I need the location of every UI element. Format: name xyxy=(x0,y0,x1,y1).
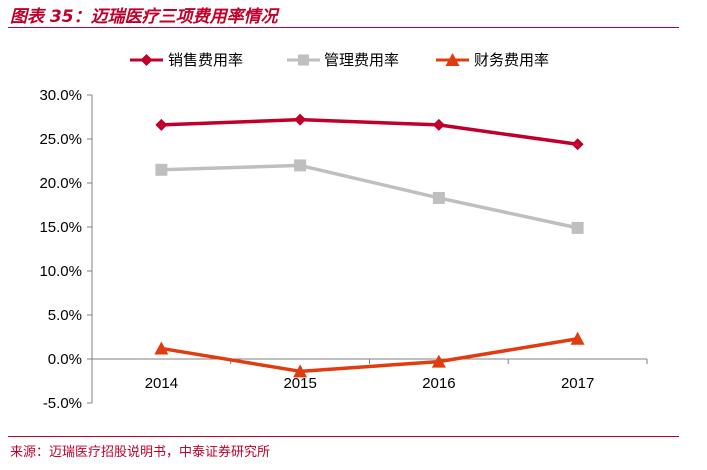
series-line xyxy=(161,337,578,374)
data-point-square xyxy=(294,159,307,172)
data-point-diamond xyxy=(294,113,307,126)
source-note: 来源：迈瑞医疗招股说明书，中泰证券研究所 xyxy=(10,445,271,460)
y-tick-label: 5.0% xyxy=(48,307,82,324)
data-point-triangle xyxy=(154,341,169,355)
y-tick-label: 25.0% xyxy=(39,131,82,148)
legend-label-admin: 管理费用率 xyxy=(324,51,399,69)
data-point-diamond xyxy=(155,118,168,131)
data-point-diamond xyxy=(571,138,584,151)
series-3 xyxy=(154,331,585,378)
y-tick-label: 30.0% xyxy=(39,87,82,104)
legend-item-admin: 管理费用率 xyxy=(287,51,399,69)
legend-label-sales: 销售费用率 xyxy=(168,51,243,69)
legend-item-sales: 销售费用率 xyxy=(130,51,243,69)
figure-title: 图表 35：迈瑞医疗三项费用率情况 xyxy=(10,7,278,27)
data-point-square xyxy=(571,221,584,234)
y-tick-label: 0.0% xyxy=(48,351,82,368)
data-point-square xyxy=(155,163,168,176)
data-point-diamond xyxy=(432,118,445,131)
y-tick-label: 10.0% xyxy=(39,263,82,280)
legend-item-finance: 财务费用率 xyxy=(436,51,549,69)
series-line xyxy=(161,163,578,230)
y-tick-label: -5.0% xyxy=(43,395,82,412)
x-tick-label: 2015 xyxy=(283,375,316,392)
title-rule xyxy=(8,27,679,28)
data-point-triangle xyxy=(293,364,308,378)
x-tick-label: 2014 xyxy=(145,375,178,392)
y-tick-label: 15.0% xyxy=(39,219,82,236)
series-1 xyxy=(155,113,584,151)
axes: 30.0% 25.0% 20.0% 15.0% 10.0% 5.0% 0.0% -5.0% 20… xyxy=(39,87,648,412)
x-tick-label: 2017 xyxy=(561,375,594,392)
y-tick-label: 20.0% xyxy=(39,175,82,192)
data-point-triangle xyxy=(570,331,585,345)
x-tick-label: 2016 xyxy=(422,375,455,392)
plot-area xyxy=(154,113,585,378)
source-rule xyxy=(8,436,679,437)
series-line xyxy=(161,117,578,147)
legend-label-finance: 财务费用率 xyxy=(474,51,549,69)
data-point-square xyxy=(432,191,445,204)
legend: 销售费用率 管理费用率 财务费用率 xyxy=(130,51,549,69)
data-point-triangle xyxy=(431,354,446,368)
series-2 xyxy=(155,159,584,234)
